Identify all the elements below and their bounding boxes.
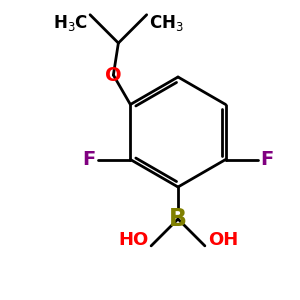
Text: H$_3$C: H$_3$C bbox=[53, 13, 88, 33]
Text: B: B bbox=[169, 207, 187, 231]
Text: F: F bbox=[82, 150, 95, 169]
Text: F: F bbox=[261, 150, 274, 169]
Text: HO: HO bbox=[118, 231, 148, 249]
Text: OH: OH bbox=[208, 231, 238, 249]
Text: O: O bbox=[105, 66, 122, 85]
Text: CH$_3$: CH$_3$ bbox=[149, 13, 183, 33]
